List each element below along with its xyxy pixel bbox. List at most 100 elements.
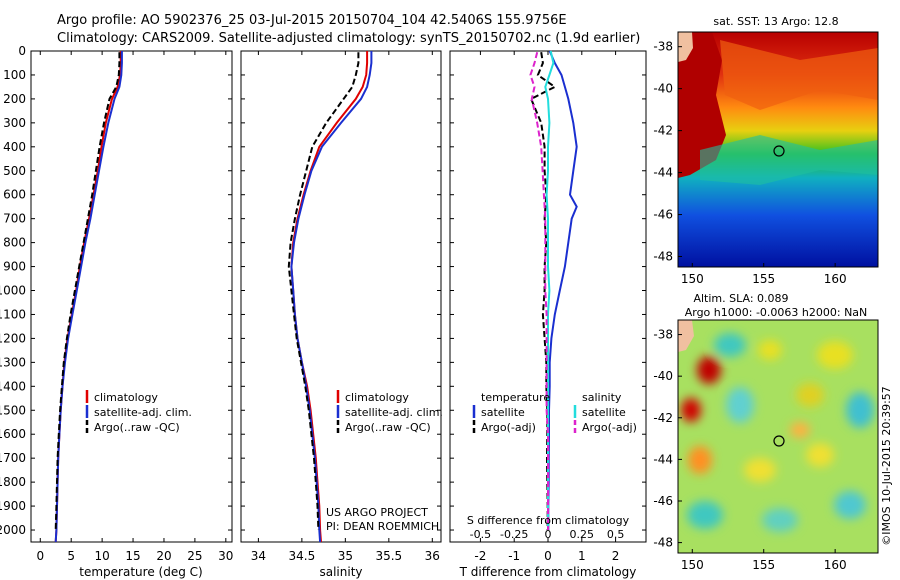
legend-climatology: climatology — [94, 391, 158, 404]
salinity-lines — [287, 51, 373, 543]
title-line-1: Argo profile: AO 5902376_25 03-Jul-2015 … — [57, 13, 567, 28]
x-tick-label: 20 — [156, 549, 171, 563]
t-difference-xlabel: T difference from climatology — [459, 565, 637, 579]
depth-tick-label: 1000 — [0, 284, 26, 298]
map-x-tick-label: 150 — [681, 558, 704, 572]
legend-climatology: climatology — [345, 391, 409, 404]
s-diff-tick-label: -0.5 — [470, 528, 491, 541]
series-line-argo-raw-qc- — [54, 52, 121, 531]
sla-map-title-2: Argo h1000: -0.0063 h2000: NaN — [685, 306, 868, 319]
depth-tick-label: 200 — [3, 92, 26, 106]
depth-tick-label: 1600 — [0, 427, 26, 441]
legend-satellite-adj: satellite-adj. clim. — [345, 406, 443, 419]
temperature-axes — [30, 50, 233, 543]
sla-map-ticks: 150 155 160 -38 -40 -42 -44 -46 -48 — [653, 328, 846, 572]
difference-x-ticks: -2 -1 0 1 2 — [450, 50, 646, 563]
temperature-x-ticks: 0 5 10 15 20 25 30 — [31, 50, 233, 563]
legend-salinity-title: salinity — [582, 391, 622, 404]
depth-tick-label: 1200 — [0, 331, 26, 345]
map-x-tick-label: 150 — [681, 272, 704, 286]
x-tick-label: 0 — [544, 549, 552, 563]
map-y-tick-label: -46 — [653, 494, 673, 508]
map-y-tick-label: -40 — [653, 369, 673, 383]
depth-tick-label: 400 — [3, 140, 26, 154]
sla-map: Altim. SLA: 0.089 Argo h1000: -0.0063 h2… — [653, 292, 893, 572]
x-tick-label: 36 — [425, 549, 440, 563]
depth-tick-label: 2000 — [0, 523, 26, 537]
depth-tick-label: 800 — [3, 236, 26, 250]
legend-t-satellite: satellite — [481, 406, 525, 419]
x-tick-label: -2 — [474, 549, 486, 563]
map-y-tick-label: -48 — [653, 536, 673, 550]
x-tick-label: 30 — [218, 549, 233, 563]
temperature-panel: 0100200300400500600700800900100011001200… — [0, 44, 233, 579]
map-y-tick-label: -42 — [653, 124, 673, 138]
project-credit-1: US ARGO PROJECT — [326, 506, 428, 519]
x-tick-label: 0 — [36, 549, 44, 563]
sst-map-ticks: 150 155 160 -38 -40 -42 -44 -46 -48 — [653, 40, 846, 286]
s-diff-tick-label: -0.25 — [500, 528, 528, 541]
x-tick-label: 10 — [94, 549, 109, 563]
map-y-tick-label: -38 — [653, 40, 673, 54]
x-tick-label: 2 — [612, 549, 620, 563]
difference-lines — [529, 50, 578, 530]
sst-map-title: sat. SST: 13 Argo: 12.8 — [713, 15, 838, 28]
difference-top-ticks: -0.5 -0.25 0 0.25 0.5 — [470, 528, 625, 541]
series-line-t-argo-adj- — [529, 52, 557, 530]
legend-temperature-title: temperature — [481, 391, 550, 404]
salinity-xlabel: salinity — [319, 565, 362, 579]
map-y-tick-label: -44 — [653, 452, 673, 466]
s-diff-tick-label: 0.5 — [607, 528, 625, 541]
map-y-tick-label: -44 — [653, 166, 673, 180]
depth-tick-label: 0 — [18, 44, 26, 58]
depth-tick-label: 500 — [3, 164, 26, 178]
depth-tick-label: 1400 — [0, 379, 26, 393]
map-y-tick-label: -40 — [653, 82, 673, 96]
x-tick-label: -1 — [508, 549, 520, 563]
legend-satellite-adj: satellite-adj. clim. — [94, 406, 192, 419]
x-tick-label: 35 — [338, 549, 353, 563]
legend-argo: Argo(..raw -QC) — [94, 421, 180, 434]
salinity-axes — [240, 50, 442, 543]
series-line-satellite-adj-clim- — [290, 51, 373, 543]
map-y-tick-label: -42 — [653, 411, 673, 425]
depth-tick-label: 1100 — [0, 307, 26, 321]
depth-tick-label: 1900 — [0, 499, 26, 513]
salinity-panel: 34 34.5 35 35.5 36 salinity climatology sate… — [240, 50, 443, 579]
map-y-tick-label: -48 — [653, 250, 673, 264]
series-line-s-argo-adj- — [529, 51, 549, 530]
series-line-climatology — [54, 51, 122, 543]
legend-t-argo: Argo(-adj) — [481, 421, 536, 434]
s-diff-tick-label: 0 — [545, 528, 552, 541]
depth-tick-label: 700 — [3, 212, 26, 226]
map-y-tick-label: -46 — [653, 208, 673, 222]
map-x-tick-label: 160 — [824, 558, 847, 572]
legend-s-satellite: satellite — [582, 406, 626, 419]
legend-s-argo: Argo(-adj) — [582, 421, 637, 434]
x-tick-label: 15 — [125, 549, 140, 563]
map-x-tick-label: 155 — [752, 272, 775, 286]
series-line-argo-raw-qc- — [287, 52, 360, 531]
depth-tick-label: 1700 — [0, 451, 26, 465]
x-tick-label: 35.5 — [375, 549, 402, 563]
depth-tick-label: 100 — [3, 68, 26, 82]
temperature-legend: climatology satellite-adj. clim. Argo(..… — [85, 390, 192, 434]
argo-marker — [773, 145, 785, 157]
depth-tick-labels: 0 100 200 300 400 500 600 700 800 900 1000 1100 1200… — [0, 44, 26, 537]
series-line-s-satellite — [544, 50, 555, 530]
argo-marker — [773, 435, 785, 447]
x-tick-label: 34 — [251, 549, 266, 563]
s-difference-label: S difference from climatology — [467, 514, 630, 527]
depth-tick-label: 600 — [3, 188, 26, 202]
map-x-tick-label: 155 — [752, 558, 775, 572]
salinity-legend: climatology satellite-adj. clim. Argo(..… — [336, 390, 443, 434]
temperature-xlabel: temperature (deg C) — [79, 565, 202, 579]
series-line-satellite-adj-clim- — [54, 51, 123, 543]
x-tick-label: 34.5 — [289, 549, 316, 563]
map-y-tick-label: -38 — [653, 328, 673, 342]
map-x-tick-label: 160 — [824, 272, 847, 286]
x-tick-label: 5 — [67, 549, 75, 563]
project-credit-2: PI: DEAN ROEMMICH — [326, 520, 439, 533]
depth-tick-label: 300 — [3, 116, 26, 130]
